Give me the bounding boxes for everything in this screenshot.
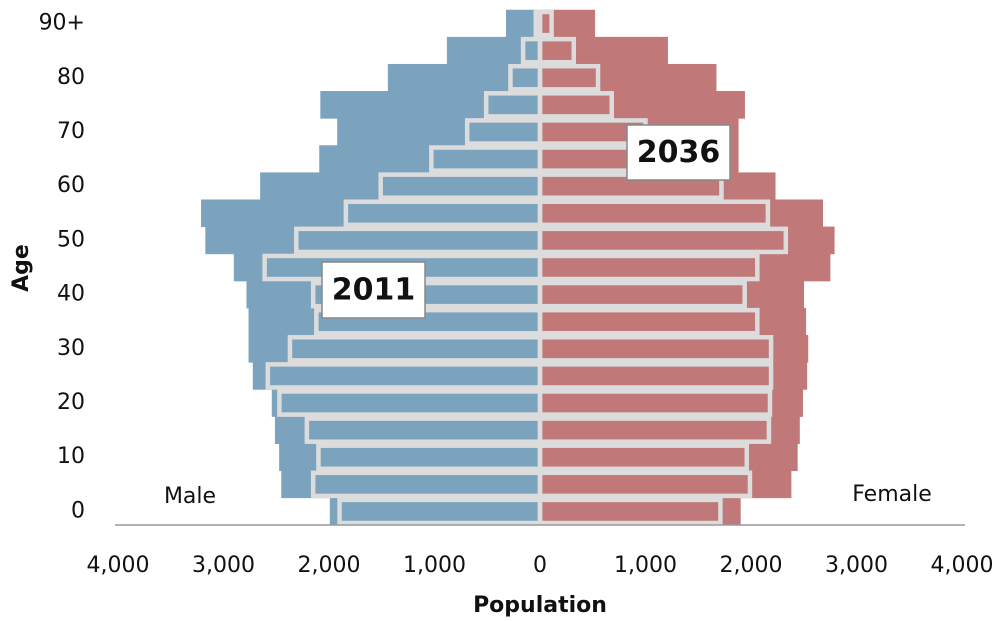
- bar-outline: [537, 335, 774, 363]
- y-tick-label: 80: [57, 65, 85, 90]
- bar-outline: [537, 36, 577, 65]
- bar: [539, 36, 668, 65]
- series-label-box: [321, 261, 426, 319]
- bar-outline: [537, 416, 772, 444]
- y-tick-label: 20: [57, 390, 85, 415]
- y-tick-label: 10: [57, 444, 85, 469]
- x-tick-label: 3,000: [825, 553, 888, 578]
- bar-outline: [537, 470, 753, 499]
- bar: [281, 470, 541, 499]
- bar: [252, 362, 541, 390]
- x-tick-label: 1,000: [614, 553, 677, 578]
- bar: [539, 307, 807, 336]
- bar: [539, 416, 800, 444]
- bar: [320, 91, 541, 119]
- bar-outline: [537, 307, 760, 336]
- bar-outline: [537, 497, 723, 526]
- bar-outline: [537, 226, 789, 255]
- series-label: 2011: [332, 273, 416, 308]
- bar-outline: [537, 389, 773, 417]
- x-tick-label: 2,000: [720, 553, 783, 578]
- x-tick-label: 0: [533, 553, 547, 578]
- x-tick-label: 4,000: [87, 553, 150, 578]
- side-label: Female: [852, 482, 932, 507]
- y-tick-label: 50: [57, 227, 85, 252]
- y-tick-label: 70: [57, 119, 85, 144]
- bar: [539, 335, 809, 363]
- y-tick-label: 60: [57, 173, 85, 198]
- y-tick-label: 0: [71, 498, 85, 523]
- bar-outline: [537, 443, 750, 472]
- y-axis-label: Age: [9, 244, 34, 292]
- bar: [271, 389, 541, 417]
- bar: [274, 416, 541, 444]
- bar-outline: [537, 362, 774, 390]
- bar-outline: [537, 91, 614, 119]
- bar: [539, 280, 804, 309]
- x-tick-label: 4,000: [931, 553, 994, 578]
- bar: [539, 253, 831, 282]
- bar: [539, 9, 596, 38]
- x-tick-label: 2,000: [298, 553, 361, 578]
- y-tick-label: 90+: [39, 11, 85, 36]
- bar-outline: [537, 199, 771, 228]
- x-axis-label: Population: [473, 593, 607, 618]
- bar: [539, 497, 741, 526]
- bar: [201, 199, 541, 228]
- series-label: 2036: [637, 135, 721, 170]
- y-tick-label: 40: [57, 282, 85, 307]
- bar-outline: [537, 63, 601, 92]
- bar: [539, 389, 803, 417]
- x-tick-label: 3,000: [192, 553, 255, 578]
- x-tick-label: 1,000: [403, 553, 466, 578]
- bar-outline: [537, 253, 760, 282]
- y-tick-label: 30: [57, 336, 85, 361]
- bar-outline: [537, 280, 747, 309]
- series-label-box: [626, 124, 731, 181]
- bar: [539, 63, 717, 92]
- bar: [387, 63, 541, 92]
- bar: [329, 497, 541, 526]
- bar: [539, 91, 745, 119]
- side-label: Male: [164, 484, 216, 509]
- bar: [260, 172, 541, 200]
- bar-outline: [537, 9, 554, 38]
- bar: [337, 118, 541, 146]
- bar: [539, 362, 808, 390]
